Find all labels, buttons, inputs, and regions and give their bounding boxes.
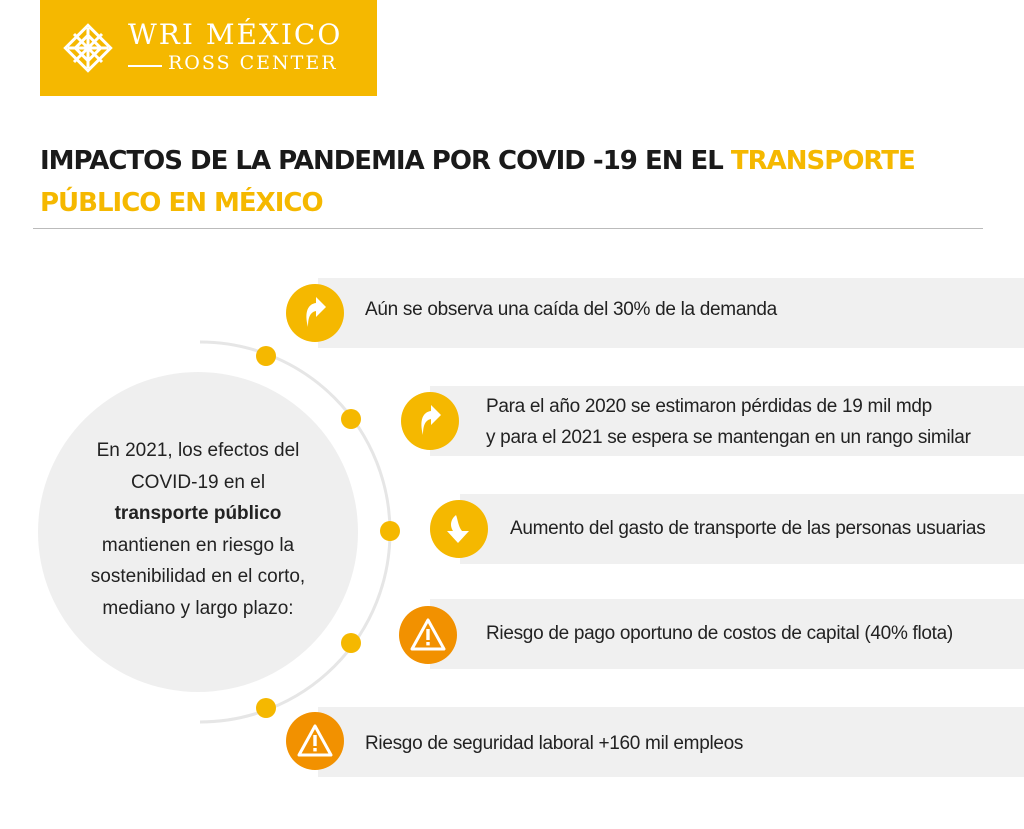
timeline-dot [256, 698, 276, 718]
item-band [430, 599, 1024, 669]
title-part-dark: IMPACTOS DE LA PANDEMIA POR COVID -19 EN… [40, 146, 731, 176]
down-turn-arrow-icon [430, 500, 488, 558]
item-text-line: Para el año 2020 se estimaron pérdidas d… [486, 396, 932, 417]
item-band [460, 494, 1024, 564]
page-title: IMPACTOS DE LA PANDEMIA POR COVID -19 EN… [40, 140, 940, 224]
logo-wri-mexico-text: WRI MÉXICO [128, 18, 343, 51]
item-text: Aumento del gasto de transporte de las p… [510, 513, 986, 544]
item-text: Riesgo de seguridad laboral +160 mil emp… [365, 728, 743, 759]
item-text: Aún se observa una caída del 30% de la d… [365, 294, 777, 325]
logo-ross-center-text: ROSS CENTER [168, 52, 338, 74]
wri-mexico-logo: WRI MÉXICO ROSS CENTER [40, 0, 377, 96]
warning-triangle-icon [399, 606, 457, 664]
item-text: Para el año 2020 se estimaron pérdidas d… [486, 391, 971, 453]
summary-line-2: mantienen en riesgo la sostenibilidad en… [90, 534, 306, 619]
item-band [318, 707, 1024, 777]
wri-knot-icon [63, 23, 113, 73]
item-text-line: Aún se observa una caída del 30% de la d… [365, 299, 777, 320]
item-text: Riesgo de pago oportuno de costos de cap… [486, 618, 953, 649]
up-turn-arrow-icon [401, 392, 459, 450]
item-band [430, 386, 1024, 456]
item-band [318, 278, 1024, 348]
timeline-dot [256, 346, 276, 366]
timeline-dot [380, 521, 400, 541]
timeline-dot [341, 633, 361, 653]
item-text-line: Aumento del gasto de transporte de las p… [510, 518, 986, 539]
up-turn-arrow-icon [286, 284, 344, 342]
summary-text: En 2021, los efectos del COVID-19 en el … [78, 435, 318, 624]
item-text-line: Riesgo de seguridad laboral +160 mil emp… [365, 733, 744, 754]
item-text-line: y para el 2021 se espera se mantengan en… [486, 427, 971, 448]
item-text-line: Riesgo de pago oportuno de costos de cap… [486, 623, 953, 644]
title-part-highlight: TRANSPORTE PÚBLICO EN MÉXICO [40, 146, 916, 218]
warning-triangle-icon [286, 712, 344, 770]
title-divider [33, 228, 983, 229]
logo-dash [128, 65, 162, 67]
summary-line-1: En 2021, los efectos del COVID-19 en el [96, 440, 300, 493]
timeline-dot [341, 409, 361, 429]
summary-circle [38, 372, 358, 692]
summary-bold: transporte público [114, 503, 282, 524]
